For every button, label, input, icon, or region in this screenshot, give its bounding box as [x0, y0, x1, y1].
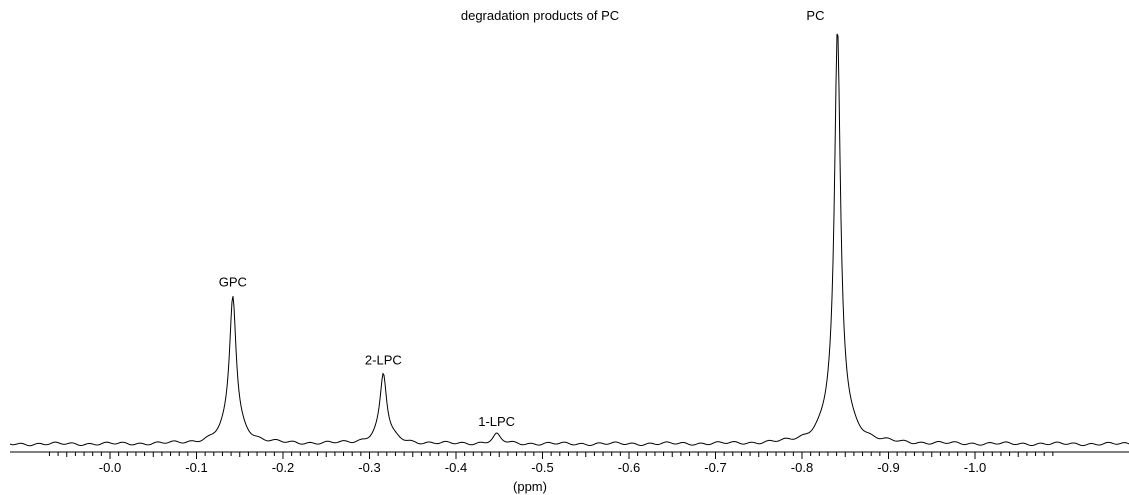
x-axis-title: (ppm): [513, 479, 547, 494]
x-tick-label: -0.8: [791, 460, 813, 475]
peak-label-pc: PC: [806, 8, 824, 23]
peak-labels: GPC 2-LPC 1-LPC PC: [219, 8, 825, 429]
peak-label-gpc: GPC: [219, 275, 247, 290]
spectrum-line: [9, 33, 1129, 447]
x-tick-label: -0.0: [99, 460, 121, 475]
chart-title: degradation products of PC: [461, 8, 619, 23]
x-tick-label: -0.2: [272, 460, 294, 475]
x-tick-label: -1.0: [964, 460, 986, 475]
peak-label-2-lpc: 2-LPC: [365, 353, 402, 368]
x-axis: -0.0 -0.1 -0.2 -0.3 -0.4 -0.5 -0.6 -0.7 -0.8 -0.9…: [10, 451, 1129, 475]
x-tick-label: -0.4: [445, 460, 467, 475]
x-tick-label: -0.3: [358, 460, 380, 475]
x-tick-label: -0.5: [531, 460, 553, 475]
x-tick-label: -0.6: [618, 460, 640, 475]
x-tick-label: -0.9: [877, 460, 899, 475]
peak-label-1-lpc: 1-LPC: [478, 414, 515, 429]
x-tick-label: -0.1: [185, 460, 207, 475]
x-tick-label: -0.7: [704, 460, 726, 475]
